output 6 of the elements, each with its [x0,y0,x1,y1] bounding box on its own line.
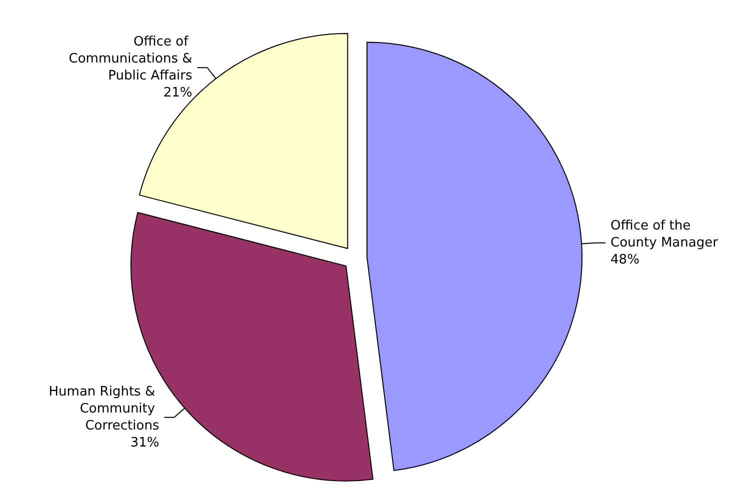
data-label: 31% [130,435,160,450]
slice-label: Office of the County Manager [610,218,719,250]
slice-label: Human Rights & Community Corrections [48,384,160,434]
slice-label: Office of Communications & Public Affairs [68,34,193,84]
data-label: 48% [610,252,640,268]
data-label: 21% [163,86,192,101]
